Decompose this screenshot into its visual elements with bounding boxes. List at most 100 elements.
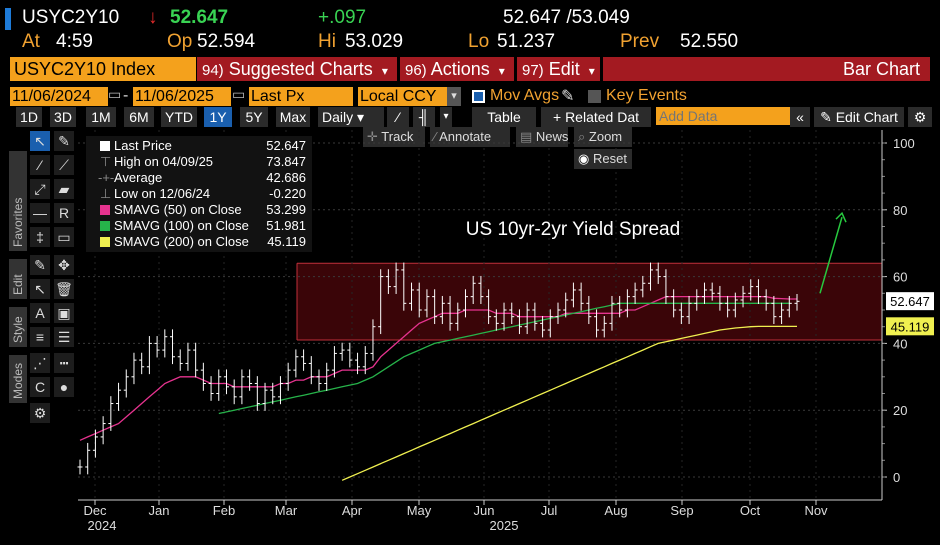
pen-icon[interactable]: ✎ — [54, 131, 74, 151]
x-year-label: 2025 — [490, 518, 519, 533]
collapse-icon[interactable]: « — [790, 107, 810, 127]
ray-tool-icon[interactable]: ⟋ — [54, 155, 74, 175]
low-marker-icon: ⊥ — [100, 186, 112, 201]
price-bar — [786, 295, 792, 318]
calendar-icon[interactable]: ▭ — [108, 86, 122, 102]
period-label: Daily — [322, 109, 354, 125]
price-bar — [162, 329, 168, 358]
calendar-icon[interactable]: ▭ — [232, 86, 246, 102]
price-bar — [632, 282, 638, 304]
price-bar — [771, 295, 777, 325]
last-price-tag — [886, 292, 934, 311]
pencil-icon[interactable]: ✎ — [561, 88, 575, 105]
timeframe-1m[interactable]: 1M — [86, 107, 116, 127]
timeframe-3d[interactable]: 3D — [50, 107, 76, 127]
fill-color-icon[interactable]: ▣ — [54, 303, 74, 323]
edit-menu[interactable]: 97) Edit ▾ — [517, 57, 600, 81]
track-button[interactable]: ✛ Track — [363, 127, 425, 147]
price-bar — [424, 289, 430, 318]
annotate-button[interactable]: ⁄ Annotate — [430, 127, 510, 147]
reset-button[interactable]: ◉ Reset — [574, 149, 632, 169]
gear-icon[interactable]: ⚙ — [30, 403, 50, 423]
timeframe-max[interactable]: Max — [276, 107, 310, 127]
end-date-field[interactable]: 11/06/2025 — [133, 87, 231, 106]
mov-avgs-checkbox[interactable] — [472, 90, 485, 103]
actions-menu[interactable]: 96) Actions ▾ — [400, 57, 514, 81]
price-bar — [378, 269, 384, 335]
line-style-icon[interactable]: ☰ — [54, 327, 74, 347]
crosshair-icon[interactable]: ⋰ — [30, 353, 50, 373]
trash-icon[interactable]: 🗑 — [54, 279, 74, 299]
dash-line-icon[interactable]: ┅ — [54, 353, 74, 373]
trend-tool-icon[interactable]: ⤢ — [30, 179, 50, 199]
pointer-icon[interactable]: ↖ — [30, 131, 50, 151]
security-field[interactable]: USYC2Y10 Index — [10, 57, 196, 81]
price-bar — [316, 369, 322, 391]
key-events-checkbox[interactable] — [588, 90, 601, 103]
average-marker-icon: -+- — [98, 170, 115, 185]
series-line-smavg-50- — [79, 295, 797, 441]
line-chart-icon[interactable]: ⁄ — [387, 107, 409, 127]
timeframe-row: 1D 3D 1M 6M YTD 1Y 5Y Max Daily ▾ ⁄ ╢ ▾ … — [0, 107, 940, 127]
gear-icon[interactable]: ⚙ — [908, 107, 932, 127]
timeframe-5y[interactable]: 5Y — [240, 107, 268, 127]
price-bar — [570, 282, 576, 308]
select-add-icon[interactable]: ↖ — [30, 279, 50, 299]
edit-label: Edit — [548, 59, 580, 79]
zoom-button[interactable]: ⌕ Zoom — [574, 127, 632, 147]
currency-select[interactable]: Local CCY — [358, 87, 448, 106]
suggested-charts-menu[interactable]: 94) Suggested Charts ▾ — [197, 57, 397, 81]
news-button[interactable]: ▤ News — [516, 127, 568, 147]
horizontal-line-icon[interactable]: — — [30, 203, 50, 223]
edit-chart-button[interactable]: ✎ Edit Chart — [814, 107, 904, 127]
font-icon[interactable]: A — [30, 303, 50, 323]
text-tool-icon[interactable]: R — [54, 203, 74, 223]
related-data-button[interactable]: + Related Dat — [541, 107, 651, 127]
price-bar — [794, 293, 800, 311]
color-palette-icon[interactable]: ● — [54, 377, 74, 397]
x-tick-label: May — [407, 503, 432, 518]
price-bar — [370, 319, 376, 361]
line-tool-icon[interactable]: ⁄ — [30, 155, 50, 175]
line-weight-icon[interactable]: ≡ — [30, 327, 50, 347]
move-icon[interactable]: ✥ — [54, 255, 74, 275]
caret-down-icon[interactable]: ▾ — [447, 87, 461, 106]
price-bar — [732, 292, 738, 318]
last-price: 52.647 — [170, 7, 229, 28]
table-button[interactable]: Table — [472, 107, 536, 127]
period-select[interactable]: Daily ▾ — [318, 107, 384, 127]
channel-tool-icon[interactable]: ▰ — [54, 179, 74, 199]
pencil-icon[interactable]: ✎ — [30, 255, 50, 275]
tab-style[interactable]: Style — [9, 307, 27, 347]
tab-edit[interactable]: Edit — [9, 259, 27, 299]
price-bar — [77, 459, 83, 475]
timeframe-6m[interactable]: 6M — [124, 107, 154, 127]
fib-tool-icon[interactable]: ‡ — [30, 227, 50, 247]
ticker: USYC2Y10 — [22, 7, 120, 28]
timeframe-1d[interactable]: 1D — [16, 107, 42, 127]
price-bar — [308, 356, 314, 385]
caret-down-icon: ▾ — [588, 64, 595, 78]
timeframe-ytd[interactable]: YTD — [161, 107, 197, 127]
magnet-icon[interactable]: C — [30, 377, 50, 397]
x-tick-label: Aug — [604, 503, 627, 518]
low-value: 51.237 — [497, 31, 556, 52]
price-bar — [416, 282, 422, 318]
annotate-icon: ⁄ — [434, 129, 437, 144]
timeframe-1y[interactable]: 1Y — [204, 107, 232, 127]
tab-modes[interactable]: Modes — [9, 355, 27, 403]
price-bar — [601, 316, 607, 338]
start-date-field[interactable]: 11/06/2024 — [10, 87, 108, 106]
rectangle-tool-icon[interactable]: ▭ — [54, 227, 74, 247]
caret-down-icon[interactable]: ▾ — [440, 107, 452, 127]
quote-header: USYC2Y10 ↓ 52.647 +.097 52.647 /53.049 A… — [0, 0, 940, 56]
add-data-input[interactable] — [656, 107, 790, 125]
legend-row-high: ⊤ High on 04/09/25 73.847 — [100, 154, 306, 169]
price-field-select[interactable]: Last Px — [249, 87, 353, 106]
price-bar — [193, 342, 199, 378]
tab-favorites[interactable]: Favorites — [9, 151, 27, 251]
edit-chart-label: Edit Chart — [835, 109, 898, 125]
bar-chart-icon[interactable]: ╢ — [413, 107, 435, 127]
legend-row-average: -+- Average 42.686 — [98, 170, 306, 185]
